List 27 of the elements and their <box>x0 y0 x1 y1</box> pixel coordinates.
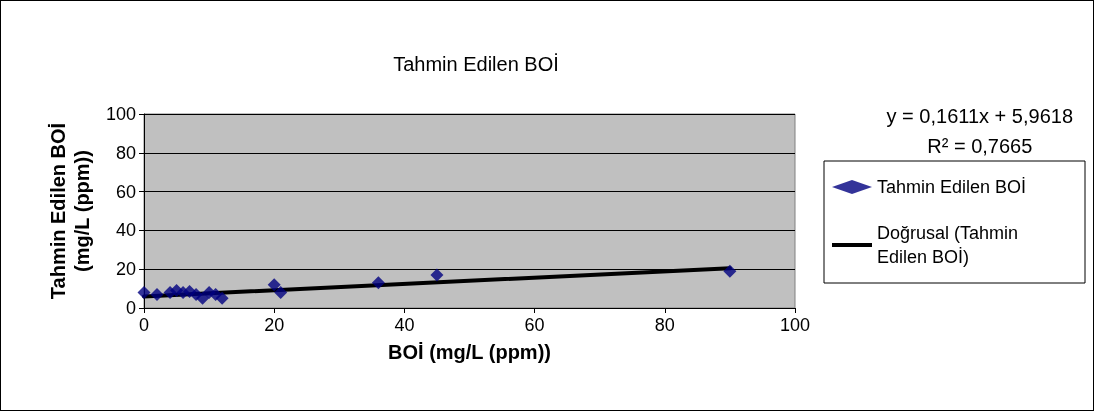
legend-label: Tahmin Edilen BOİ <box>877 177 1027 197</box>
y-tick-label: 0 <box>125 298 136 318</box>
y-tick-label: 60 <box>115 181 136 202</box>
y-tick-label: 20 <box>115 259 136 280</box>
x-tick-label: 40 <box>394 315 415 335</box>
x-tick-label: 80 <box>654 315 675 335</box>
point <box>430 268 444 282</box>
text: y = 0,1611x + 5,9618 R² = 0,7665 <box>886 105 1073 157</box>
point <box>267 278 281 292</box>
point <box>150 287 164 301</box>
y-tick-label: 100 <box>105 104 136 124</box>
x-tick-label: 0 <box>138 315 150 335</box>
point <box>371 276 385 290</box>
x-axis-title: BOİ (mg/L (ppm)) <box>388 341 551 363</box>
chart-title: Tahmin Edilen BOİ <box>393 53 559 75</box>
y-tick-label: 80 <box>115 142 136 163</box>
point <box>137 285 151 299</box>
y-axis-title: Tahmin Edilen BOİ (mg/L (ppm)) <box>47 122 93 300</box>
point <box>196 291 210 305</box>
x-tick-label: 20 <box>264 315 285 335</box>
point <box>215 291 229 305</box>
x-tick-label: 60 <box>524 315 545 335</box>
point <box>723 264 737 278</box>
y-tick-label: 40 <box>115 220 136 241</box>
point <box>274 285 288 299</box>
legend-label: Doğrusal (Tahmin Edilen BOİ) <box>877 223 1024 267</box>
x-tick-label: 100 <box>779 315 811 335</box>
